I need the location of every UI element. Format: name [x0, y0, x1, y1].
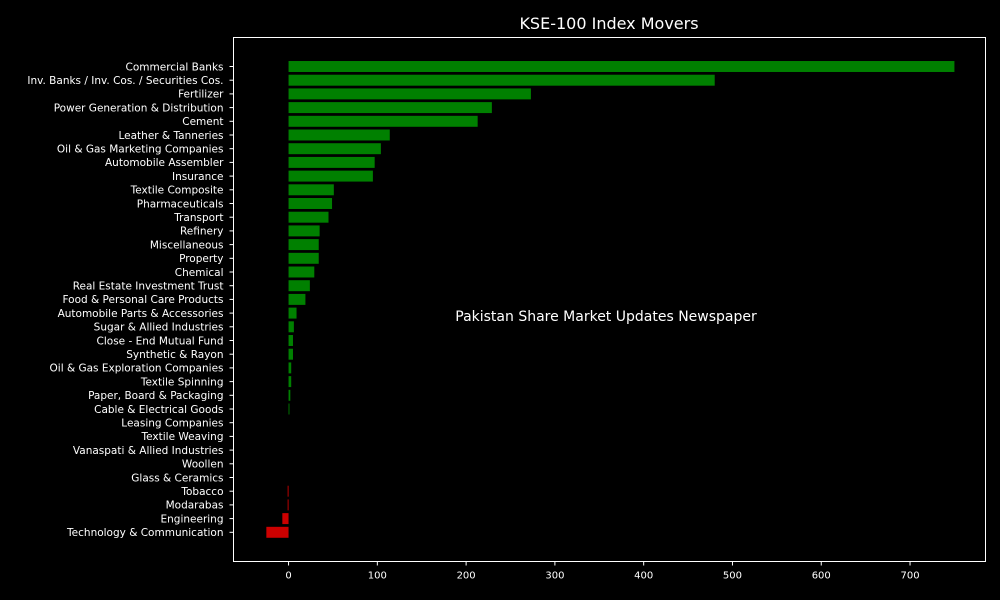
category-label: Leasing Companies	[121, 418, 223, 430]
bar	[288, 252, 319, 264]
category-label: Oil & Gas Marketing Companies	[57, 144, 224, 156]
category-label: Textile Composite	[130, 185, 224, 197]
watermark-annotation: Pakistan Share Market Updates Newspaper	[455, 309, 757, 325]
category-label: Tobacco	[180, 486, 223, 498]
category-label: Transport	[173, 212, 223, 224]
bar	[288, 321, 294, 333]
bar	[288, 335, 293, 346]
category-label: Power Generation & Distribution	[54, 102, 224, 114]
bar	[288, 403, 290, 415]
category-label: Miscellaneous	[150, 239, 224, 251]
category-label: Insurance	[172, 171, 224, 183]
bar	[288, 266, 315, 278]
category-label: Leather & Tanneries	[118, 130, 223, 142]
category-label: Engineering	[161, 513, 224, 525]
chart-title: KSE-100 Index Movers	[519, 14, 698, 33]
x-tick-label: 0	[285, 571, 291, 582]
bar	[288, 198, 333, 209]
bar	[288, 102, 492, 114]
category-label: Textile Spinning	[140, 376, 224, 388]
bar	[288, 61, 955, 72]
bar	[287, 485, 289, 497]
category-label: Paper, Board & Packaging	[88, 390, 223, 402]
bar	[266, 526, 289, 538]
category-label: Commercial Banks	[126, 61, 224, 73]
x-tick-label: 600	[812, 571, 831, 582]
bar	[288, 389, 291, 401]
bar	[288, 115, 478, 127]
x-tick-label: 500	[723, 571, 742, 582]
category-label: Woollen	[182, 459, 224, 471]
bar	[288, 74, 715, 86]
category-label: Pharmaceuticals	[137, 198, 224, 210]
bar	[288, 239, 319, 251]
category-label: Sugar & Allied Industries	[94, 322, 224, 334]
category-labels-group: Commercial Banks Inv. Banks / Inv. Cos. /…	[27, 61, 234, 539]
category-label: Fertilizer	[178, 89, 224, 101]
x-axis-ticks-group: 0 100 200 300 400 500 600 700	[285, 561, 920, 582]
bar	[288, 307, 297, 319]
category-label: Modarabas	[166, 500, 224, 512]
category-label: Synthetic & Rayon	[126, 349, 223, 361]
bar	[288, 225, 320, 237]
category-label: Real Estate Investment Trust	[73, 281, 224, 293]
category-label: Cement	[182, 116, 223, 128]
bar	[288, 156, 375, 168]
bar	[287, 499, 289, 511]
x-tick-label: 400	[634, 571, 653, 582]
category-label: Automobile Parts & Accessories	[58, 308, 224, 320]
bar	[288, 376, 292, 388]
category-label: Food & Personal Care Products	[62, 294, 223, 306]
x-tick-label: 100	[368, 571, 387, 582]
x-tick-label: 700	[900, 571, 919, 582]
category-label: Inv. Banks / Inv. Cos. / Securities Cos.	[27, 75, 223, 87]
bar	[282, 513, 289, 525]
category-label: Glass & Ceramics	[131, 472, 223, 484]
category-label: Close - End Mutual Fund	[97, 335, 224, 347]
category-label: Textile Weaving	[141, 431, 224, 443]
bar	[288, 184, 334, 196]
bar	[288, 170, 373, 182]
bar	[288, 348, 293, 360]
category-label: Vanaspati & Allied Industries	[73, 445, 224, 457]
bar	[288, 129, 390, 141]
bar	[288, 88, 531, 100]
category-label: Refinery	[180, 226, 224, 238]
category-label: Automobile Assembler	[105, 157, 224, 169]
x-tick-label: 300	[545, 571, 564, 582]
category-label: Oil & Gas Exploration Companies	[50, 363, 224, 375]
bar	[288, 293, 306, 305]
bar	[288, 143, 381, 155]
bar	[288, 211, 329, 223]
bar	[288, 362, 292, 374]
category-label: Technology & Communication	[66, 527, 223, 539]
category-label: Cable & Electrical Goods	[94, 404, 223, 416]
x-tick-label: 200	[457, 571, 476, 582]
category-label: Property	[179, 253, 223, 265]
category-label: Chemical	[175, 267, 224, 279]
bars-group	[266, 61, 955, 538]
bar	[288, 280, 310, 292]
